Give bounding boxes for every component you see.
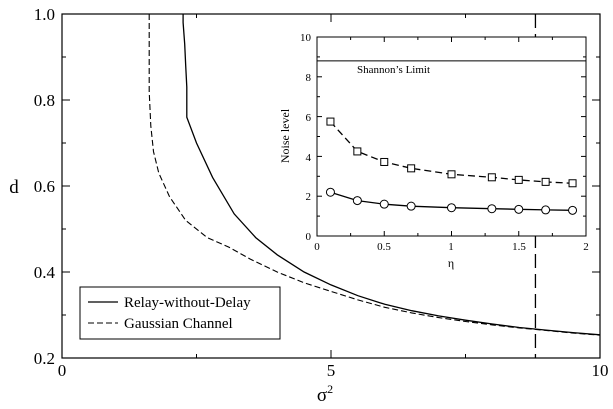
inset-ytick-label-0: 0 <box>306 231 312 243</box>
inset-xtick-label-1: 1 <box>448 241 454 253</box>
inset-xtick-label-0: 0 <box>314 241 320 253</box>
inset-square-point-3 <box>407 164 416 173</box>
inset-y-axis-label: Noise level <box>278 108 292 163</box>
inset-circle-point-3 <box>406 201 416 211</box>
legend-label-gaussian: Gaussian Channel <box>124 316 233 332</box>
inset-shannon-limit-label: Shannon’s Limit <box>357 64 430 76</box>
inset-circle-point-1 <box>352 196 362 206</box>
inset-xtick-label-2: 2 <box>583 241 589 253</box>
inset-circle-point-0 <box>325 187 335 197</box>
inset-xtick-label-1.5: 1.5 <box>512 241 526 253</box>
main-xtick-label-0: 0 <box>58 361 67 380</box>
inset-circle-point-7 <box>541 205 551 215</box>
inset-circle-point-5 <box>487 204 497 214</box>
inset-ytick-label-4: 4 <box>306 152 312 164</box>
inset-x-axis-label: η <box>448 256 454 270</box>
main-ytick-label-1.0: 1.0 <box>34 5 55 24</box>
main-ytick-label-0.2: 0.2 <box>34 349 55 368</box>
inset-xtick-label-0.5: 0.5 <box>377 241 391 253</box>
inset-square-point-0 <box>326 117 335 126</box>
inset-square-point-5 <box>487 173 496 182</box>
inset-circle-point-8 <box>568 205 578 215</box>
main-series-gaussian-channel-line <box>148 14 601 336</box>
main-ytick-label-0.4: 0.4 <box>34 263 56 282</box>
inset-circle-point-6 <box>514 204 524 214</box>
legend-label-relay: Relay-without-Delay <box>124 295 251 311</box>
inset-square-point-4 <box>447 170 456 179</box>
main-xtick-label-10: 10 <box>592 361 609 380</box>
inset-square-point-1 <box>353 147 362 156</box>
inset-square-point-7 <box>541 177 550 186</box>
inset-square-point-6 <box>514 175 523 184</box>
main-ytick-label-0.8: 0.8 <box>34 91 55 110</box>
inset-chart: 0 0.5 1 1.5 2 0 2 4 6 8 10 Noise level η… <box>278 32 589 270</box>
main-legend: Relay-without-Delay Gaussian Channel <box>79 286 281 340</box>
inset-ytick-label-8: 8 <box>306 72 312 84</box>
main-series-relay-without-delay-line <box>182 14 601 336</box>
main-x-axis-label: σ2 <box>317 382 333 406</box>
inset-ytick-label-2: 2 <box>306 191 312 203</box>
main-legend-box <box>79 286 281 340</box>
main-x-axis-label-sup: 2 <box>327 382 333 396</box>
inset-ytick-label-10: 10 <box>300 32 312 44</box>
main-y-axis-label: d <box>9 177 19 198</box>
inset-square-point-2 <box>380 157 389 166</box>
inset-plot-frame <box>316 36 587 237</box>
inset-ytick-label-6: 6 <box>306 112 312 124</box>
main-ticks <box>61 13 601 359</box>
inset-circle-point-2 <box>379 199 389 209</box>
main-series-group <box>148 14 601 336</box>
inset-series-group <box>325 117 578 215</box>
inset-circle-point-4 <box>447 203 456 213</box>
main-x-axis-label-base: σ <box>317 385 327 406</box>
main-xtick-label-5: 5 <box>327 361 336 380</box>
inset-ticks <box>316 36 587 237</box>
inset-square-point-8 <box>568 179 577 188</box>
main-ytick-label-0.6: 0.6 <box>34 177 55 196</box>
